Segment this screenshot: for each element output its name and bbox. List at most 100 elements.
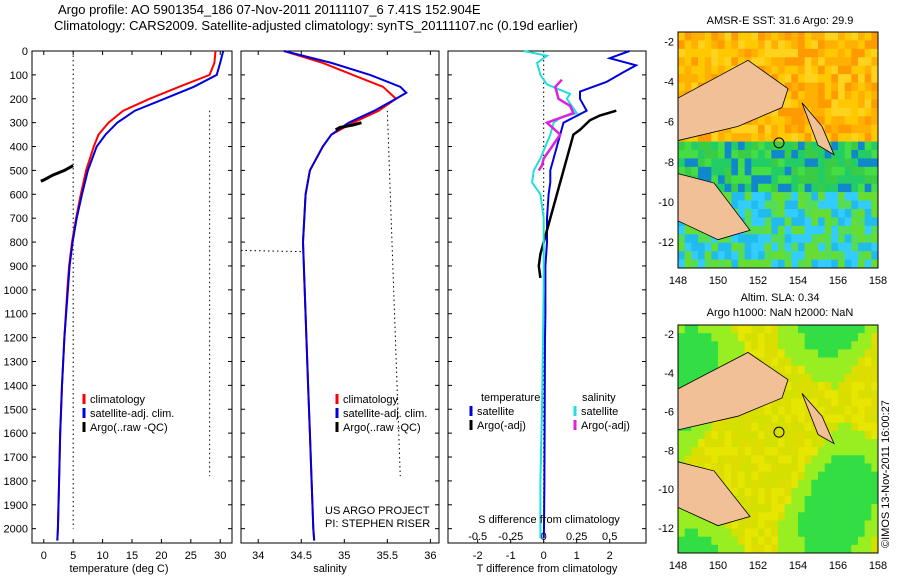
sst-map-cell (818, 32, 825, 41)
sla-map-cell (844, 382, 852, 391)
sla-map-cell (771, 325, 779, 334)
sst-map-cell (718, 40, 725, 50)
sst-map-cell (838, 234, 845, 244)
sla-map-cell (844, 430, 852, 440)
salinity-legend-label-3: Argo(..raw -QC) (343, 422, 421, 434)
sst-map-cell (858, 32, 865, 41)
sla-map-cell (831, 528, 839, 538)
sst-map-cell (844, 65, 852, 75)
sla-map-cell (831, 349, 839, 358)
sla-map-cell (871, 471, 879, 481)
sla-map-cell (818, 382, 825, 391)
sst-map-cell (731, 259, 739, 269)
sst-map-cell (738, 48, 745, 58)
sla-map-cell (771, 365, 779, 375)
sla-map-cell (711, 430, 719, 440)
sla-map-cell (731, 325, 739, 334)
x-tick-label-20: 20 (155, 550, 167, 562)
sst-map-cell (744, 242, 752, 252)
sla-map-cell (724, 544, 732, 554)
sla-map-cell (864, 414, 872, 424)
sst-map-cell (738, 32, 745, 41)
sst-map-cell (678, 57, 685, 67)
sla-map-cell (731, 536, 739, 546)
sst-map-cell (778, 133, 785, 142)
sla-map-cell (824, 414, 832, 424)
sst-map-cell (751, 209, 759, 218)
sla-map-cell (764, 496, 772, 505)
sla-map-cell (824, 365, 832, 375)
sst-map-cell (758, 225, 765, 235)
sst-map-cell (758, 133, 765, 142)
sst-map-cell (711, 40, 719, 50)
sst-map-cell (811, 183, 819, 193)
sst-map-cell (838, 40, 845, 50)
sla-map-cell (871, 479, 879, 489)
sla-map-cell (831, 333, 839, 342)
sla-map-cell (804, 333, 812, 342)
sla-map-cell (778, 471, 785, 481)
sla-map-cell (791, 512, 799, 521)
sst-map-cell (691, 40, 699, 50)
sst-map-cell (718, 158, 725, 168)
sst-map-cell (724, 242, 732, 252)
sla-map-cell (711, 520, 719, 529)
sst-map-cell (791, 225, 799, 235)
sst-map-cell (764, 217, 772, 227)
sla-map-cell (778, 439, 785, 448)
sla-map-cell (784, 504, 792, 513)
sst-map-cell (771, 74, 779, 83)
x-tick-label-35.5: 35.5 (377, 550, 398, 562)
sst-map-cell (804, 234, 812, 244)
sst-map-cell (738, 175, 745, 185)
sst-map-cell (871, 99, 879, 109)
sst-map-cell (791, 48, 799, 58)
sst-map-cell (798, 259, 805, 269)
sla-map-cell (764, 544, 772, 554)
sla-map-cell (791, 447, 799, 456)
sst-map-frame (677, 31, 879, 269)
sla-map-cell (751, 439, 759, 448)
sla-map-cell (751, 414, 759, 424)
sla-map-cell (718, 325, 725, 334)
sst-map-cell (831, 116, 839, 126)
sla-map-cell (764, 471, 772, 481)
sla-map-cell (831, 406, 839, 415)
sla-map-cell (804, 455, 812, 464)
sla-map-cell (798, 325, 805, 334)
sst-map-cell (738, 166, 745, 176)
sla-map-cell (871, 536, 879, 546)
sst-map-cell (731, 242, 739, 252)
sla-map-cell (811, 398, 819, 407)
sst-map-cell (744, 158, 752, 168)
sla-map-cell (871, 325, 879, 334)
sst-map-cell (751, 124, 759, 134)
sst-map-cell (824, 259, 832, 269)
sla-map-cell (744, 520, 752, 529)
sla-map-cell (811, 349, 819, 358)
sla-map-cell (698, 536, 705, 546)
sst-map-cell (791, 242, 799, 252)
sst-map-cell (844, 225, 852, 235)
difference-legend-t-label-2: Argo(-adj) (477, 420, 526, 432)
sla-map-cell (858, 439, 865, 448)
sst-map-cell (871, 242, 879, 252)
sla-map-cell (731, 430, 739, 440)
sla-map-cell (704, 341, 712, 350)
sla-map-cell (791, 349, 799, 358)
sst-map-cell (851, 133, 859, 142)
sst-map-cell (751, 166, 759, 176)
sla-map-cell (864, 390, 872, 399)
sla-map-cell (738, 471, 745, 481)
sla-map-y-tick--12: -12 (658, 523, 674, 535)
sst-map-cell (818, 57, 825, 67)
sst-map-cell (838, 124, 845, 134)
sst-map-cell (684, 251, 692, 260)
sst-map-cell (804, 166, 812, 176)
sst-map-cell (724, 234, 732, 244)
sla-map-cell (784, 455, 792, 464)
sla-map-cell (851, 520, 859, 529)
sla-map-cell (778, 365, 785, 375)
sst-map-cell (811, 200, 819, 210)
sst-map-cell (858, 259, 865, 269)
